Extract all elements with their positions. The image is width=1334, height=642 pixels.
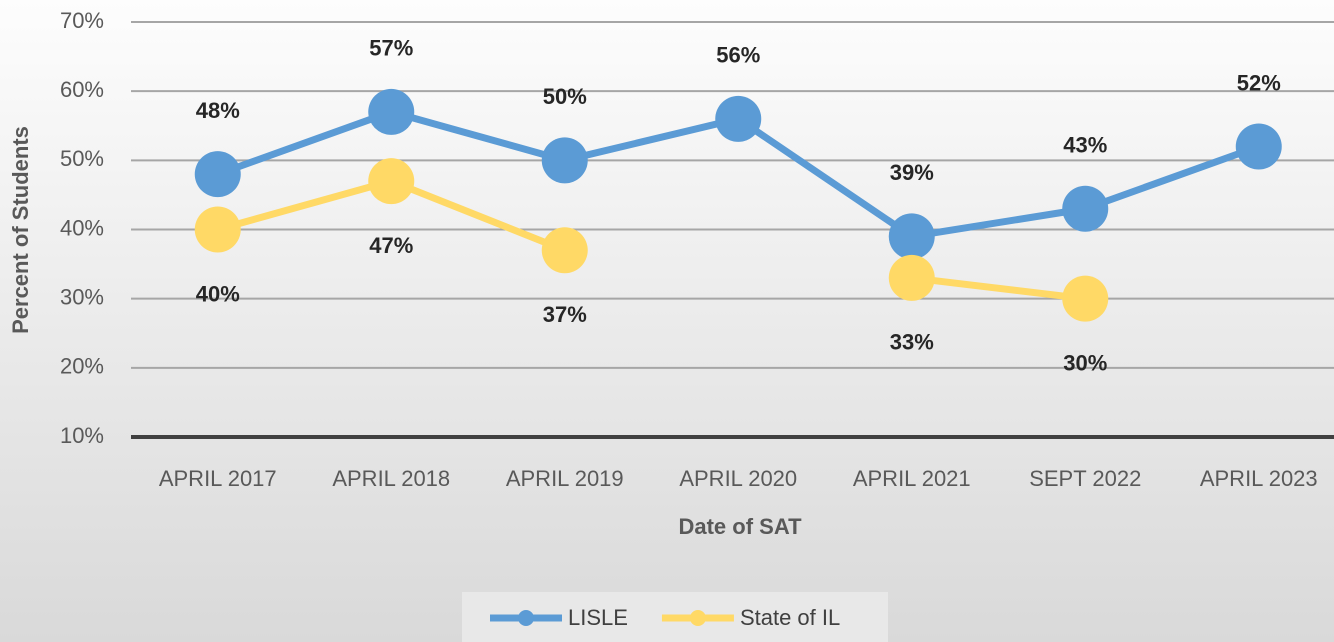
marker <box>888 254 935 301</box>
y-tick-label: 20% <box>60 354 104 379</box>
data-label: 37% <box>543 302 587 327</box>
x-axis-title: Date of SAT <box>678 514 802 539</box>
y-tick-label: 50% <box>60 146 104 171</box>
legend-label: LISLE <box>568 605 628 630</box>
y-tick-label: 70% <box>60 8 104 33</box>
y-tick-label: 10% <box>60 423 104 448</box>
marker <box>715 95 762 142</box>
y-tick-label: 60% <box>60 77 104 102</box>
x-tick-label: SEPT 2022 <box>1029 466 1141 491</box>
x-tick-label: APRIL 2023 <box>1200 466 1318 491</box>
data-label: 40% <box>196 281 240 306</box>
data-label: 48% <box>196 98 240 123</box>
marker <box>368 158 415 205</box>
legend-marker <box>689 610 706 626</box>
data-label: 57% <box>369 36 413 61</box>
x-tick-label: APRIL 2018 <box>332 466 450 491</box>
data-label: 50% <box>543 84 587 109</box>
legend-marker <box>518 610 534 626</box>
y-axis-title: Percent of Students <box>8 126 33 334</box>
data-label: 30% <box>1063 350 1107 375</box>
x-tick-label: APRIL 2020 <box>679 466 797 491</box>
marker <box>888 213 935 260</box>
data-label: 43% <box>1063 133 1107 158</box>
data-label: 39% <box>890 160 934 185</box>
x-tick-label: APRIL 2021 <box>853 466 971 491</box>
data-label: 52% <box>1237 70 1281 95</box>
y-tick-label: 30% <box>60 284 104 309</box>
x-tick-label: APRIL 2019 <box>506 466 624 491</box>
marker <box>194 151 241 198</box>
marker <box>368 88 415 135</box>
data-label: 33% <box>890 330 934 355</box>
legend-label: State of IL <box>740 605 840 630</box>
marker <box>1235 123 1282 170</box>
marker <box>541 227 588 274</box>
data-label: 56% <box>716 43 760 68</box>
y-tick-label: 40% <box>60 215 104 240</box>
marker <box>1062 275 1109 322</box>
data-label: 47% <box>369 233 413 258</box>
marker <box>541 137 588 184</box>
marker <box>194 206 241 253</box>
marker <box>1062 185 1109 232</box>
x-tick-label: APRIL 2017 <box>159 466 277 491</box>
